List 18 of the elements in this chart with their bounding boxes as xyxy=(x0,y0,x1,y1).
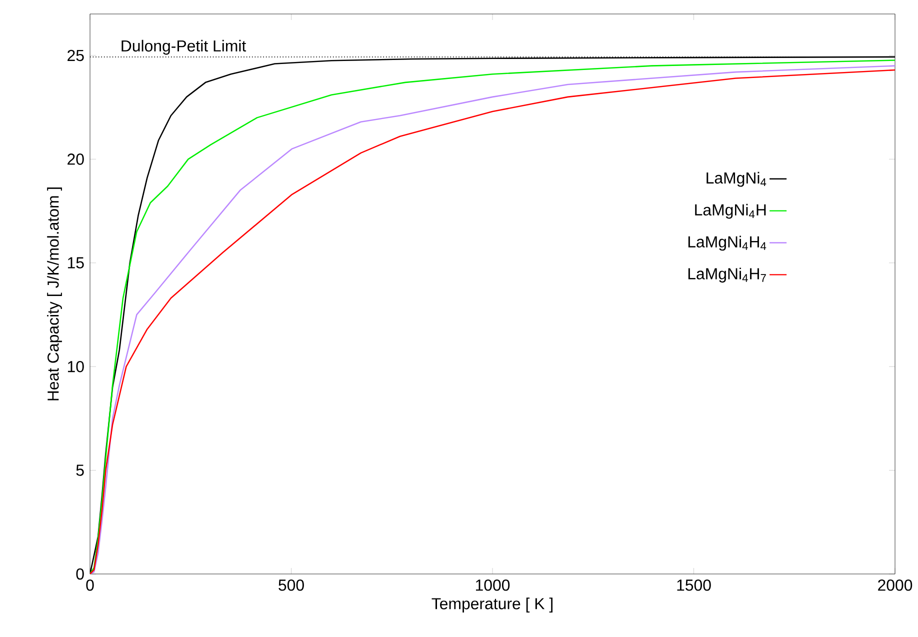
y-tick-label: 25 xyxy=(68,50,84,62)
ref-line-label: Dulong-Petit Limit xyxy=(122,40,246,55)
y-axis-title: Heat Capacity [ J/K/mol.atom ] xyxy=(47,188,62,400)
y-tick-label: 5 xyxy=(76,464,84,476)
y-tick-label: 20 xyxy=(68,154,84,165)
y-tick-label: 10 xyxy=(68,360,84,372)
legend-label: LaMgNi$_{4}$H$_{4}$ xyxy=(688,236,766,251)
legend-label: LaMgNi$_{4}$H xyxy=(695,204,766,219)
y-tick-label: 15 xyxy=(68,257,84,268)
x-tick-label: 500 xyxy=(278,580,304,591)
x-axis-title: Temperature [ K ] xyxy=(432,598,552,612)
y-tick-label: 0 xyxy=(76,568,84,580)
x-tick-label: 1500 xyxy=(677,580,711,591)
x-tick-label: 1000 xyxy=(476,580,510,591)
x-tick-label: 2000 xyxy=(878,580,912,591)
legend-label: LaMgNi$_{4}$H$_{7}$ xyxy=(688,268,766,283)
x-tick-label: 0 xyxy=(86,580,94,591)
legend-label: LaMgNi$_{4}$ xyxy=(706,172,766,187)
